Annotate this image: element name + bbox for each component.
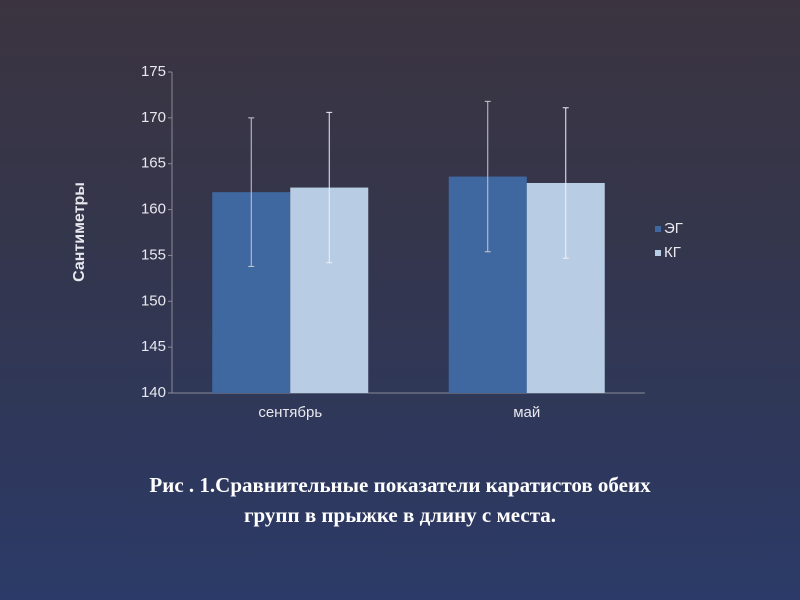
legend-label: КГ — [664, 244, 681, 261]
y-axis-label: Сантиметры — [71, 182, 88, 282]
error-bar — [248, 117, 255, 267]
legend-swatch — [655, 250, 661, 256]
legend-swatch — [655, 226, 661, 232]
x-tick-label: сентябрь — [258, 404, 322, 421]
y-tick-label: 155 — [141, 246, 166, 263]
y-tick-label: 145 — [141, 338, 166, 355]
y-tick-label: 165 — [141, 155, 166, 172]
caption: групп в прыжке в длину с места. — [244, 503, 556, 527]
error-bar — [484, 100, 491, 253]
y-tick-label: 150 — [141, 292, 166, 309]
error-bar — [562, 107, 569, 259]
x-tick-label: май — [513, 404, 540, 421]
error-bar — [326, 111, 333, 264]
y-tick-label: 160 — [141, 201, 166, 218]
caption: Рис . 1.Сравнительные показатели каратис… — [149, 473, 651, 497]
y-tick-label: 170 — [141, 109, 166, 126]
y-tick-label: 140 — [141, 384, 166, 401]
y-tick-label: 175 — [141, 63, 166, 80]
legend-label: ЭГ — [664, 220, 683, 237]
